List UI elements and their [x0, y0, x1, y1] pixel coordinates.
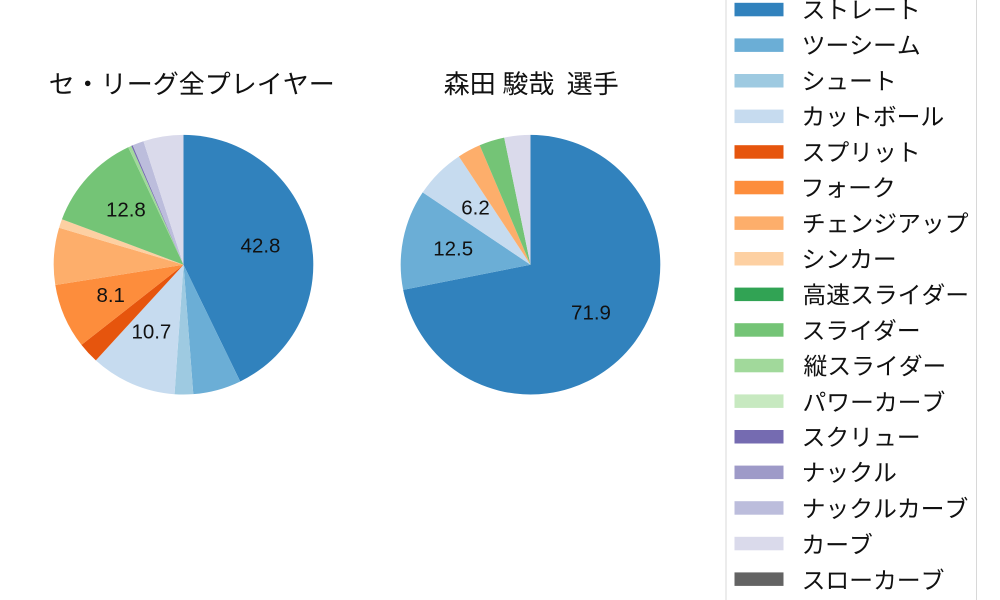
svg-text:6.2: 6.2	[461, 197, 490, 220]
svg-text:10.7: 10.7	[131, 321, 171, 344]
svg-text:12.8: 12.8	[106, 199, 146, 222]
svg-text:71.9: 71.9	[571, 302, 611, 325]
svg-text:42.8: 42.8	[241, 234, 281, 257]
svg-text:8.1: 8.1	[96, 284, 125, 307]
svg-text:12.5: 12.5	[433, 238, 473, 261]
